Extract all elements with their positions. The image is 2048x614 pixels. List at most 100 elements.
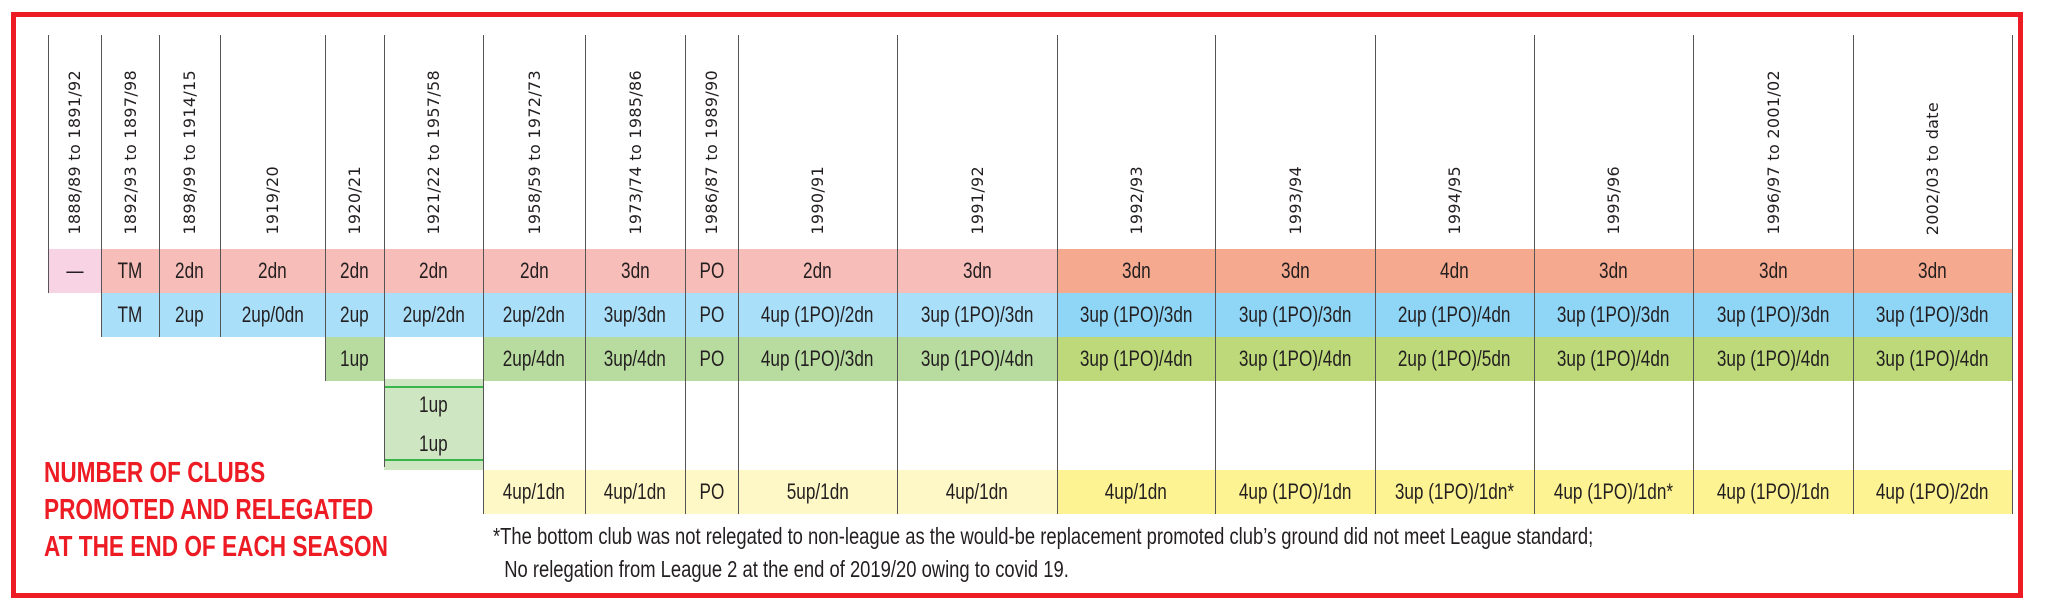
row5-cell: 4up (1PO)/1dn [1693,470,1853,514]
cell-text: 4up (1PO)/2dn [761,302,874,327]
cell-text: 2dn [258,258,287,283]
column-divider [483,35,484,514]
cell-text: 2up/4dn [502,346,566,371]
column-header-label: 1986/87 to 1989/90 [702,70,721,235]
row2-cell: 2up/2dn [384,293,483,337]
column-header: 1994/95 [1375,35,1534,235]
cell-text: 4up (1PO)/3dn [761,346,874,371]
split-line [384,459,483,461]
cell-text: 3dn [1121,258,1151,283]
cell-text: TM [117,302,143,327]
cell-text: 1up [419,431,448,456]
column-divider [1534,35,1535,514]
column-divider [897,35,898,514]
row1-cell: 3dn [1215,249,1375,293]
column-header-label: 1892/93 to 1897/98 [120,70,140,235]
cell-text: 4up/1dn [603,479,667,504]
row2-cell: 3up (1PO)/3dn [1693,293,1853,337]
cell-text: 2up [175,302,204,327]
row3-cell: 4up (1PO)/3dn [738,337,897,381]
footnote: *The bottom club was not relegated to no… [493,520,1593,586]
row2-cell: 2up [159,293,220,337]
row3-cell: 1up [325,337,384,381]
column-header: 1919/20 [220,35,325,235]
cell-text: 2up (1PO)/5dn [1398,346,1511,371]
row2-cell: PO [685,293,738,337]
cell-text: 3up/4dn [603,346,667,371]
cell-text: 3up (1PO)/3dn [1876,302,1989,327]
row5-cell: 4up (1PO)/2dn [1853,470,2012,514]
row3-cell: 2up/4dn [483,337,585,381]
row5-cell: 3up (1PO)/1dn* [1375,470,1534,514]
cell-text: 3up (1PO)/4dn [1557,346,1670,371]
cell-text: 3up (1PO)/4dn [1079,346,1193,371]
row2-cell: 2up (1PO)/4dn [1375,293,1534,337]
row2-cell: 2up/2dn [483,293,585,337]
row1-cell: 2dn [384,249,483,293]
column-divider [384,35,385,467]
row3-cell: 2up (1PO)/5dn [1375,337,1534,381]
cell-text: 3up (1PO)/1dn* [1394,479,1515,504]
column-header: 1888/89 to 1891/92 [48,35,101,235]
column-header: 1920/21 [325,35,384,235]
column-header: 1992/93 [1057,35,1215,235]
cell-text: 4up/1dn [502,479,566,504]
column-header-label: 1921/22 to 1957/58 [424,70,443,235]
cell-text: 2dn [803,258,832,283]
column-divider [2012,35,2013,514]
column-header-label: 1991/92 [967,166,987,235]
cell-text: 2up/0dn [241,302,304,327]
chart-frame [11,12,2023,598]
row5-cell: 4up/1dn [897,470,1057,514]
row3-cell: 3up (1PO)/4dn [1693,337,1853,381]
cell-text: 3up (1PO)/3dn [1238,302,1352,327]
column-divider [325,35,326,381]
cell-text: 3up (1PO)/4dn [920,346,1034,371]
row3-cell: 3up (1PO)/4dn [1215,337,1375,381]
column-header: 1996/97 to 2001/02 [1693,35,1853,235]
cell-text: 3up (1PO)/4dn [1876,346,1989,371]
cell-text: 2dn [340,258,369,283]
cell-text: PO [699,302,724,327]
cell-text: 1up [340,346,369,371]
row1-cell: TM [101,249,159,293]
cell-text: 3up (1PO)/3dn [1557,302,1670,327]
column-header-label: 1920/21 [345,166,364,235]
split-cell: 1up [384,390,483,420]
row1-cell: 3dn [1853,249,2012,293]
row2-cell: 4up (1PO)/2dn [738,293,897,337]
cell-text: 4up/1dn [945,479,1009,504]
cell-text: 3up (1PO)/3dn [1716,302,1830,327]
column-divider [159,35,160,337]
cell-text: 4dn [1440,258,1469,283]
row3-cell: 3up (1PO)/4dn [1057,337,1215,381]
row2-cell: TM [101,293,159,337]
title-line: AT THE END OF EACH SEASON [44,531,388,563]
row1-cell: 3dn [1057,249,1215,293]
cell-text: 3dn [1918,258,1947,283]
column-divider [685,35,686,514]
row1-cell: 2dn [738,249,897,293]
column-header-label: 1993/94 [1285,166,1305,235]
row1-cell: — [48,249,101,293]
row5-cell: PO [685,470,738,514]
chart-title: NUMBER OF CLUBS PROMOTED AND RELEGATED A… [44,455,388,566]
column-divider [101,35,102,337]
row1-cell: 2dn [483,249,585,293]
column-header-label: 1990/91 [808,166,827,235]
cell-text: 2up/2dn [402,302,465,327]
row5-cell: 4up (1PO)/1dn* [1534,470,1693,514]
cell-text: 2dn [175,258,204,283]
column-header: 1958/59 to 1972/73 [483,35,585,235]
column-header-label: 1995/96 [1604,166,1623,235]
row1-cell: 3dn [897,249,1057,293]
cell-text: 3dn [962,258,992,283]
column-header-label: 1992/93 [1126,166,1146,235]
row1-cell: 3dn [1534,249,1693,293]
row2-cell: 3up (1PO)/3dn [1534,293,1693,337]
row2-cell: 3up (1PO)/3dn [1215,293,1375,337]
row5-cell: 4up/1dn [585,470,685,514]
column-header: 1898/99 to 1914/15 [159,35,220,235]
cell-text: 3dn [1280,258,1310,283]
column-header-label: 1973/74 to 1985/86 [625,70,645,235]
